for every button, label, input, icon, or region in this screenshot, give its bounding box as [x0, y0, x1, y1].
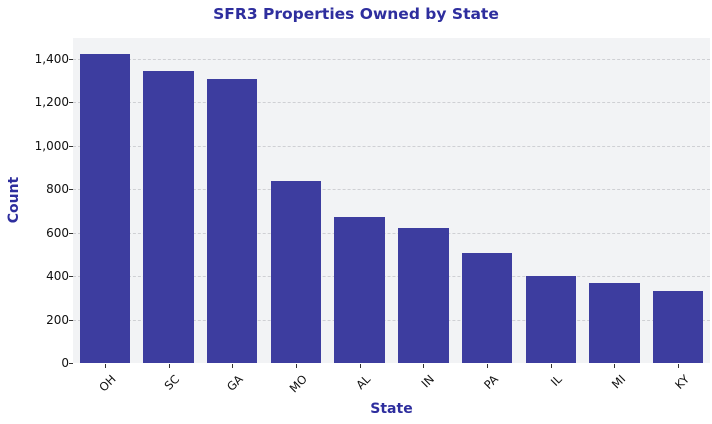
y-tick-label: 1,000 — [34, 138, 69, 153]
y-tick-label: 800 — [46, 182, 69, 197]
y-tick-mark — [69, 276, 73, 278]
y-tick-label: 1,400 — [34, 52, 69, 66]
x-tick-label: OH — [96, 372, 119, 395]
y-tick-mark — [69, 102, 73, 104]
bar-mi — [589, 283, 640, 363]
y-tick-mark — [69, 189, 73, 191]
gridline — [73, 102, 710, 104]
x-tick-mark — [359, 364, 361, 368]
x-tick-label: MI — [609, 372, 629, 392]
x-axis-label: State — [370, 401, 413, 417]
x-tick-mark — [104, 364, 106, 368]
gridline — [73, 276, 710, 278]
chart-title: SFR3 Properties Owned by State — [213, 5, 499, 23]
x-tick-label: KY — [672, 372, 693, 392]
gridline — [73, 232, 710, 234]
x-tick-mark — [614, 364, 616, 368]
bar-ky — [652, 290, 704, 363]
bar-ga — [207, 78, 258, 363]
plot-area — [73, 38, 710, 363]
x-tick-label: GA — [224, 372, 247, 394]
y-tick-mark — [69, 363, 73, 364]
x-tick-label: PA — [481, 372, 501, 392]
x-tick-mark — [487, 364, 489, 368]
y-tick-mark — [69, 59, 73, 60]
bar-pa — [461, 252, 513, 363]
y-tick-label: 200 — [46, 312, 69, 327]
x-tick-label: MO — [286, 372, 310, 396]
y-tick-mark — [69, 145, 73, 147]
bar-sc — [143, 70, 194, 363]
y-tick-mark — [69, 232, 73, 234]
y-tick-label: 1,200 — [34, 95, 69, 110]
bar-oh — [79, 54, 130, 363]
gridline — [73, 59, 710, 60]
bar-mo — [270, 181, 322, 363]
x-tick-mark — [295, 364, 297, 368]
y-tick-label: 600 — [46, 225, 69, 240]
x-tick-label: IL — [547, 372, 565, 389]
bar-il — [525, 275, 576, 363]
y-tick-mark — [69, 319, 73, 321]
gridline — [73, 319, 710, 321]
x-tick-mark — [232, 364, 234, 368]
x-tick-mark — [423, 364, 425, 368]
x-tick-mark — [550, 364, 552, 368]
y-tick-label: 400 — [46, 269, 69, 284]
y-tick-label: 0 — [61, 356, 69, 370]
x-tick-label: SC — [161, 372, 183, 393]
gridline — [73, 189, 710, 191]
x-tick-label: IN — [418, 372, 438, 391]
y-axis-label: Count — [6, 176, 22, 224]
x-tick-mark — [168, 364, 170, 368]
gridline — [73, 145, 710, 147]
x-tick-label: AL — [353, 372, 374, 392]
x-tick-mark — [678, 364, 680, 368]
bar-in — [398, 227, 449, 363]
bar-al — [334, 217, 385, 363]
